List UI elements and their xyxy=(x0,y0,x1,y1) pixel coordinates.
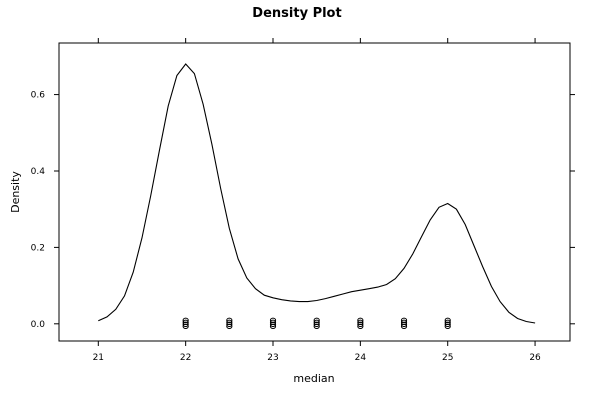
rug-marks xyxy=(182,317,451,330)
chart-title: Density Plot xyxy=(252,6,341,21)
x-tick-label: 23 xyxy=(267,353,278,363)
x-tick-label: 21 xyxy=(93,353,104,363)
y-tick-label: 0.2 xyxy=(31,243,45,253)
rug-point xyxy=(400,323,408,330)
rug-point xyxy=(357,323,364,330)
rug-point xyxy=(444,321,451,328)
y-axis-label: Density xyxy=(9,171,22,213)
density-curve xyxy=(98,63,536,324)
x-tick-label: 22 xyxy=(180,353,191,363)
rug-point xyxy=(226,321,233,328)
x-axis-label: median xyxy=(293,372,334,385)
rug-point xyxy=(269,323,277,330)
rug-point xyxy=(182,323,189,330)
rug-point xyxy=(400,321,408,328)
x-axis: 21 22 23 24 25 26 xyxy=(93,38,541,363)
rug-point xyxy=(313,321,320,328)
y-tick-label: 0.6 xyxy=(31,91,46,101)
plot-frame xyxy=(58,42,571,342)
rug-point xyxy=(226,323,233,330)
rug-point xyxy=(444,323,451,330)
rug-point xyxy=(269,321,277,328)
x-tick-label: 24 xyxy=(355,353,367,363)
x-tick-label: 25 xyxy=(442,353,453,363)
y-tick-label: 0.0 xyxy=(31,320,46,330)
y-axis: 0.0 0.2 0.4 0.6 xyxy=(31,91,575,330)
rug-point xyxy=(313,323,320,330)
y-tick-label: 0.4 xyxy=(31,167,46,177)
rug-point xyxy=(357,321,364,328)
rug-point xyxy=(182,321,189,328)
x-tick-label: 26 xyxy=(529,353,541,363)
